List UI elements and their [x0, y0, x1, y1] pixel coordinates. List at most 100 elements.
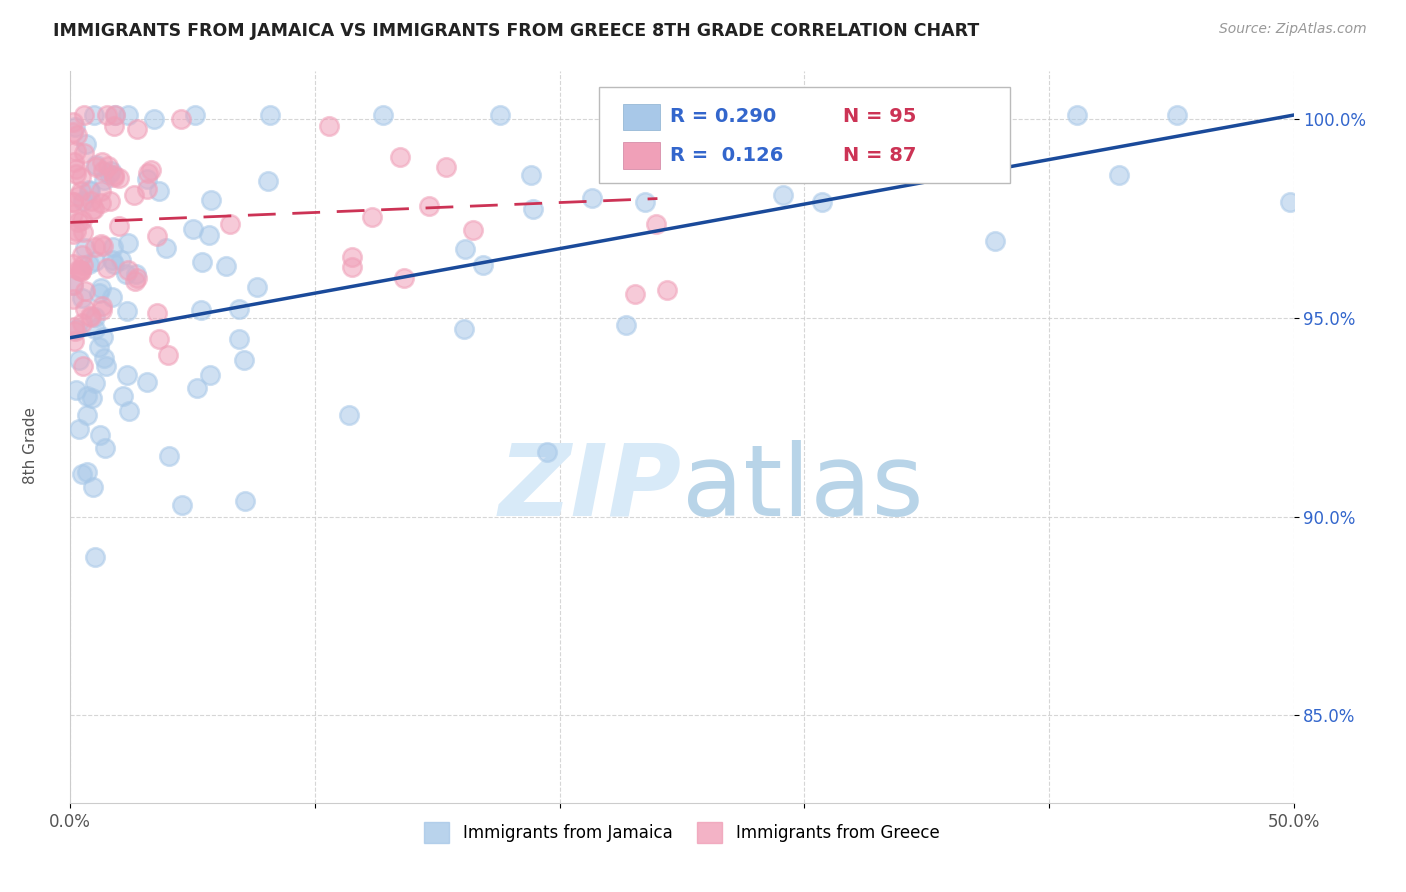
Point [96, 108, 118, 122]
Point [91, 239, 114, 253]
Point [233, 353, 256, 368]
Point [434, 160, 457, 174]
Point [67, 422, 90, 436]
Point [122, 187, 145, 202]
Point [93, 351, 115, 366]
Point [228, 301, 250, 316]
Point [454, 242, 477, 256]
Point [66, 128, 89, 142]
Point [80, 310, 103, 324]
Point [136, 181, 159, 195]
Point [76, 408, 98, 422]
Point [103, 240, 125, 254]
Point [70, 264, 93, 278]
Point [135, 375, 157, 389]
Point [461, 223, 484, 237]
Point [841, 108, 863, 122]
Point [82, 391, 104, 405]
Point [82, 479, 104, 493]
Point [200, 368, 222, 383]
Point [104, 108, 127, 122]
Point [337, 409, 360, 423]
Point [90, 184, 112, 198]
Point [536, 445, 558, 459]
Point [418, 199, 440, 213]
Point [520, 168, 543, 182]
Point [111, 389, 134, 403]
Point [98, 168, 121, 182]
Legend: Immigrants from Jamaica, Immigrants from Greece: Immigrants from Jamaica, Immigrants from… [418, 815, 946, 849]
Point [84, 376, 107, 390]
Text: IMMIGRANTS FROM JAMAICA VS IMMIGRANTS FROM GREECE 8TH GRADE CORRELATION CHART: IMMIGRANTS FROM JAMAICA VS IMMIGRANTS FR… [53, 22, 980, 40]
Point [214, 259, 236, 273]
Point [66, 215, 89, 229]
Point [115, 267, 138, 281]
Point [86, 161, 108, 175]
Point [259, 108, 281, 122]
Point [70, 184, 93, 198]
Point [62, 227, 84, 241]
Point [1066, 108, 1088, 122]
Point [172, 498, 194, 512]
Point [118, 404, 141, 418]
Point [218, 217, 240, 231]
Point [63, 324, 86, 338]
Point [73, 146, 96, 161]
Point [62, 257, 84, 271]
Point [93, 173, 115, 187]
Point [170, 112, 193, 126]
Point [72, 359, 94, 373]
Point [67, 352, 90, 367]
Point [103, 169, 125, 184]
Point [1166, 108, 1188, 122]
Point [624, 286, 647, 301]
Text: atlas: atlas [682, 440, 924, 537]
Point [96, 260, 118, 275]
Point [810, 136, 832, 150]
Point [63, 320, 86, 334]
Point [136, 172, 159, 186]
Point [155, 241, 177, 255]
Point [124, 274, 146, 288]
Point [72, 225, 94, 239]
Point [772, 187, 794, 202]
Point [655, 283, 678, 297]
Text: ZIP: ZIP [499, 440, 682, 537]
Text: 8th Grade: 8th Grade [24, 408, 38, 484]
Point [984, 235, 1007, 249]
Point [83, 322, 105, 336]
Point [65, 145, 87, 159]
Point [101, 253, 124, 268]
Point [72, 212, 94, 227]
Point [142, 112, 165, 127]
Point [340, 260, 363, 275]
Point [70, 248, 93, 262]
Point [77, 257, 100, 271]
Text: Source: ZipAtlas.com: Source: ZipAtlas.com [1219, 22, 1367, 37]
Point [472, 258, 495, 272]
Point [75, 241, 97, 255]
Point [69, 264, 91, 278]
Point [76, 389, 98, 403]
Point [115, 368, 138, 382]
Point [110, 252, 132, 267]
Point [69, 169, 91, 184]
Point [70, 291, 93, 305]
Point [614, 318, 637, 333]
Point [91, 330, 114, 344]
Point [75, 136, 97, 151]
Point [77, 184, 100, 198]
Point [97, 159, 120, 173]
Point [522, 202, 544, 216]
Point [148, 184, 170, 198]
Point [256, 174, 278, 188]
Point [146, 229, 169, 244]
Point [388, 150, 411, 164]
Point [200, 193, 222, 207]
Point [79, 184, 101, 198]
Point [90, 196, 112, 211]
Point [73, 285, 96, 299]
Point [94, 359, 117, 373]
Point [67, 262, 90, 277]
Point [66, 189, 89, 203]
